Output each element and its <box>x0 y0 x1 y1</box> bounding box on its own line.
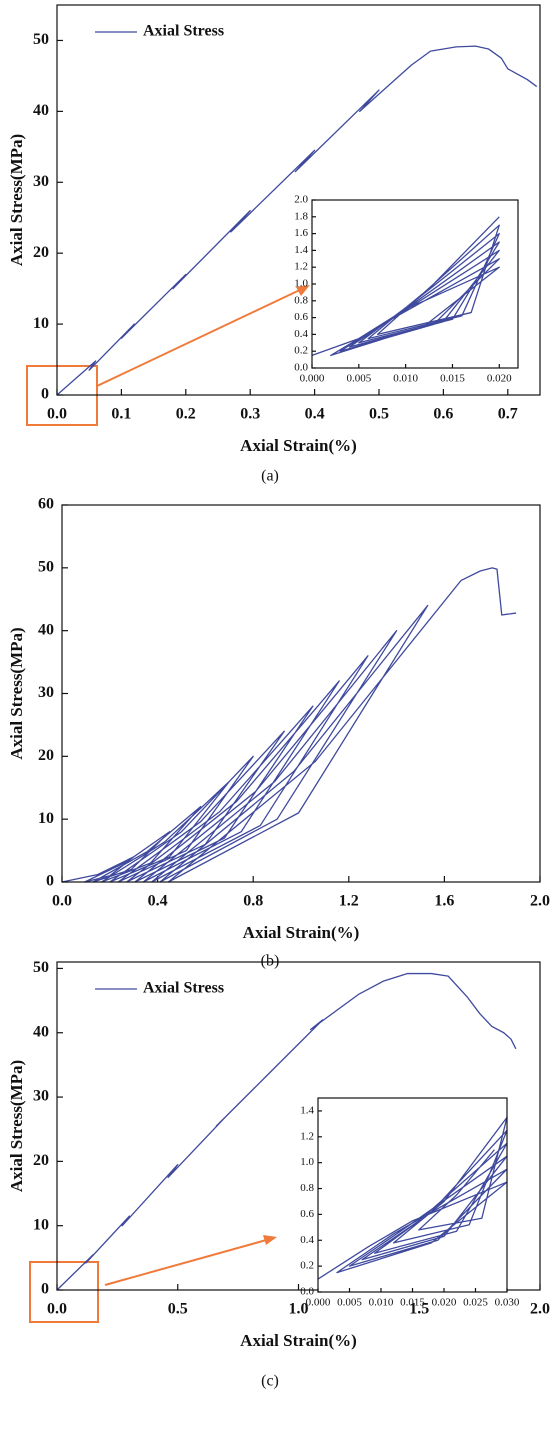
y-axis-title: Axial Stress(MPa) <box>7 134 26 266</box>
stress-curve <box>56 972 517 1291</box>
zoom-arrow <box>96 287 305 387</box>
y-axis-title: Axial Stress(MPa) <box>7 1060 26 1192</box>
x-tick-label: 0.1 <box>111 406 131 423</box>
x-tick-label: 0.010 <box>369 1297 394 1309</box>
x-tick-label: 0.7 <box>498 406 518 423</box>
x-tick-label: 0.020 <box>432 1297 457 1309</box>
plot-frame <box>61 504 541 883</box>
x-tick-label: 0.8 <box>243 893 263 910</box>
arrow-head <box>296 285 310 296</box>
y-tick-label: 10 <box>33 1216 49 1233</box>
x-tick-label: 0.015 <box>400 1297 425 1309</box>
y-tick-label: 1.2 <box>294 261 308 273</box>
stress-curve <box>317 1116 508 1280</box>
y-tick-label: 30 <box>38 684 54 701</box>
inset-background <box>312 200 518 368</box>
x-tick-label: 1.6 <box>434 893 454 910</box>
zoom-arrow <box>104 1238 271 1286</box>
y-tick-label: 0.0 <box>294 362 308 374</box>
x-tick-label: 0.4 <box>305 406 325 423</box>
x-tick-label: 0.3 <box>240 406 260 423</box>
x-tick-label: 0.010 <box>393 373 418 385</box>
x-tick-label: 0.020 <box>487 373 512 385</box>
y-tick-label: 1.4 <box>294 244 308 256</box>
x-axis-title: Axial Strain(%) <box>240 436 357 455</box>
y-tick-label: 40 <box>38 621 54 638</box>
x-tick-label: 0.0 <box>47 406 67 423</box>
stress-curve <box>61 567 517 883</box>
inset-background <box>318 1098 507 1292</box>
y-tick-label: 1.2 <box>300 1130 314 1142</box>
y-tick-label: 1.0 <box>300 1156 314 1168</box>
x-tick-label: 0.6 <box>433 406 453 423</box>
plot-frame <box>56 961 541 1291</box>
y-tick-label: 50 <box>38 559 54 576</box>
y-tick-label: 0.8 <box>294 294 308 306</box>
x-tick-label: 0.005 <box>337 1297 362 1309</box>
x-tick-label: 1.2 <box>339 893 359 910</box>
y-tick-label: 60 <box>38 496 54 513</box>
plot-frame <box>317 1097 508 1293</box>
caption: (c) <box>261 1373 279 1390</box>
x-tick-label: 2.0 <box>530 893 550 910</box>
x-tick-label: 0.4 <box>148 893 168 910</box>
y-tick-label: 40 <box>33 102 49 119</box>
y-tick-label: 0.4 <box>300 1234 314 1246</box>
y-tick-label: 0 <box>41 1281 49 1298</box>
y-tick-label: 30 <box>33 173 49 190</box>
y-tick-label: 20 <box>33 244 49 261</box>
y-tick-label: 1.6 <box>294 227 308 239</box>
arrow-head <box>263 1235 277 1245</box>
y-tick-label: 10 <box>38 810 54 827</box>
x-tick-label: 0.5 <box>369 406 389 423</box>
x-tick-label: 0.030 <box>495 1297 520 1309</box>
x-tick-label: 0.5 <box>168 1301 188 1318</box>
y-tick-label: 0.8 <box>300 1182 314 1194</box>
plot-frame <box>56 4 541 396</box>
y-tick-label: 40 <box>33 1023 49 1040</box>
x-axis-title: Axial Strain(%) <box>240 1331 357 1350</box>
x-tick-label: 0.025 <box>463 1297 488 1309</box>
x-tick-label: 0.000 <box>306 1297 331 1309</box>
x-tick-label: 0.2 <box>176 406 196 423</box>
x-axis-title: Axial Strain(%) <box>243 923 360 942</box>
x-tick-label: 1.0 <box>289 1301 309 1318</box>
y-tick-label: 10 <box>33 315 49 332</box>
stress-curve <box>311 216 500 357</box>
y-axis-title: Axial Stress(MPa) <box>7 627 26 759</box>
y-tick-label: 1.0 <box>294 278 308 290</box>
plot-frame <box>311 199 519 369</box>
y-tick-label: 50 <box>33 31 49 48</box>
y-tick-label: 2.0 <box>294 194 308 206</box>
y-tick-label: 0.0 <box>300 1286 314 1298</box>
stress-curve <box>56 45 538 396</box>
y-tick-label: 1.8 <box>294 210 308 222</box>
x-tick-label: 0.0 <box>47 1301 67 1318</box>
y-tick-label: 0.6 <box>300 1208 314 1220</box>
y-tick-label: 1.4 <box>300 1104 314 1116</box>
x-tick-label: 0.005 <box>346 373 371 385</box>
zoom-box <box>29 1261 99 1323</box>
x-tick-label: 0.015 <box>440 373 465 385</box>
y-tick-label: 20 <box>33 1152 49 1169</box>
x-tick-label: 1.5 <box>409 1301 429 1318</box>
x-tick-label: 0.0 <box>52 893 72 910</box>
y-tick-label: 0.6 <box>294 311 308 323</box>
caption: (b) <box>261 953 280 970</box>
y-tick-label: 0.2 <box>300 1260 314 1272</box>
y-tick-label: 0 <box>41 386 49 403</box>
y-tick-label: 0 <box>46 873 54 890</box>
legend-label: Axial Stress <box>143 23 224 40</box>
x-tick-label: 2.0 <box>530 1301 550 1318</box>
caption: (a) <box>261 468 279 485</box>
legend-label: Axial Stress <box>143 980 224 997</box>
y-tick-label: 0.2 <box>294 345 308 357</box>
y-tick-label: 30 <box>33 1088 49 1105</box>
y-tick-label: 20 <box>38 747 54 764</box>
y-tick-label: 0.4 <box>294 328 308 340</box>
x-tick-label: 0.000 <box>300 373 325 385</box>
y-tick-label: 50 <box>33 959 49 976</box>
